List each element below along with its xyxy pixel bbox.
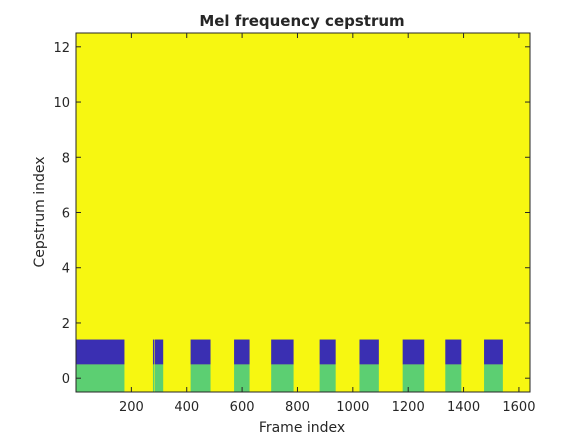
y-tick-label: 10 [53,96,70,111]
y-axis-label: Cepstrum index [32,156,48,267]
heatmap-cell-row0-seg8 [402,364,425,392]
y-tick-label: 6 [62,207,70,222]
y-axis-ticks: 0 2 4 6 8 10 12 [53,41,530,387]
heatmap-cell-row1-seg10 [484,339,503,365]
heatmap-cell-row1-seg8 [402,339,425,365]
x-tick-label: 800 [285,400,310,415]
x-axis-ticks: 200 400 600 800 1000 1200 1400 1600 [119,33,535,415]
heatmap-cell-row0-seg3 [190,364,211,392]
y-tick-label: 2 [62,317,70,332]
heatmap-cell-row0-seg5 [271,364,294,392]
heatmap-cell-row1-seg1 [152,339,155,365]
heatmap-cell-row1-seg0 [76,339,125,365]
x-tick-label: 600 [230,400,255,415]
heatmap-cell-row1-seg6 [319,339,336,365]
x-tick-label: 200 [119,400,144,415]
heatmap-cell-row1-seg9 [445,339,462,365]
heatmap-cell-row0-seg7 [359,364,379,392]
x-tick-label: 400 [174,400,199,415]
heatmap-cell-row0-seg2 [154,364,164,392]
heatmap-cell-row0-seg0 [76,364,125,392]
heatmap-cell-row0-seg4 [234,364,250,392]
heatmap-cell-row1-seg7 [359,339,379,365]
heatmap-cell-row1-seg4 [234,339,250,365]
x-tick-label: 1400 [447,400,480,415]
heatmap-cell-row0-seg10 [484,364,503,392]
y-tick-label: 8 [62,151,70,166]
heatmap-cell-row1-seg3 [190,339,211,365]
plot-area [75,32,531,393]
heatmap-cell-row0-seg9 [445,364,462,392]
chart-title: Mel frequency cepstrum [199,12,404,30]
x-tick-label: 1000 [336,400,369,415]
x-axis-label: Frame index [259,420,345,436]
y-tick-label: 4 [62,262,70,277]
y-tick-label: 0 [62,372,70,387]
heatmap-cell-row1-seg5 [271,339,294,365]
x-tick-label: 1200 [392,400,425,415]
x-tick-label: 1600 [502,400,535,415]
heatmap-cell-row1-seg2 [154,339,164,365]
heatmap-cell-row0-seg1 [152,364,155,392]
heatmap-background [76,33,530,392]
heatmap-cell-row0-seg6 [319,364,336,392]
y-tick-label: 12 [53,41,70,56]
